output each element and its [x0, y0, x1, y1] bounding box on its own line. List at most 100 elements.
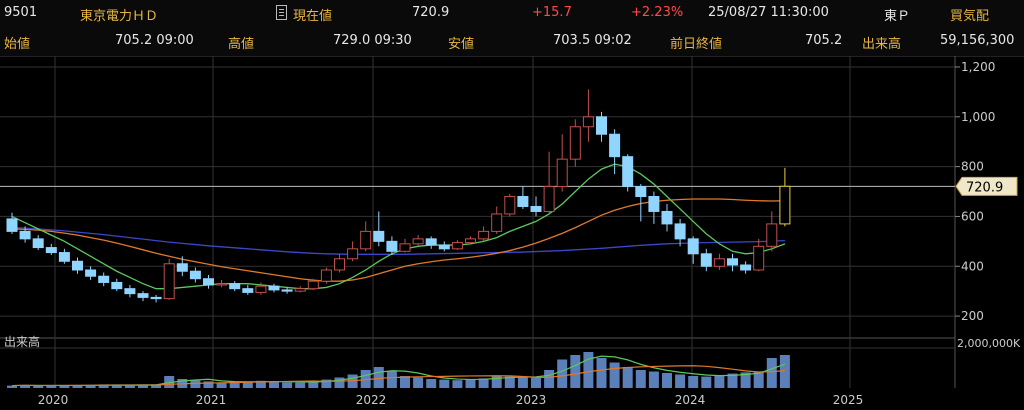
price-chart[interactable]: 200 400 600 800 1,000 1,200 2020 2021 2022 2023 20… [0, 56, 1024, 410]
orderbook-link[interactable]: 買気配 [950, 9, 990, 24]
candle [713, 258, 725, 267]
volume-bar [400, 376, 410, 388]
x-tick-label: 2022 [356, 393, 387, 407]
candle [596, 116, 607, 135]
volume-bar [701, 376, 712, 388]
current-price-tag-label: 720.9 [966, 180, 1003, 195]
current-price-label: 現在値 [293, 9, 333, 24]
volume-bar [583, 352, 594, 388]
volume-bar [59, 385, 70, 388]
candle [425, 238, 437, 246]
prev-close-label: 前日終値 [670, 37, 723, 52]
candle [687, 238, 699, 255]
candle [727, 258, 738, 266]
candle [753, 245, 765, 271]
candle [216, 283, 228, 286]
candle [334, 258, 345, 271]
volume-bar [413, 377, 424, 388]
candle [255, 285, 267, 293]
volume-bar [465, 379, 476, 388]
volume-bar [138, 384, 148, 388]
volume-bar [557, 359, 568, 388]
volume-bar [151, 384, 162, 388]
document-icon[interactable] [276, 5, 287, 20]
volume-label: 出来高 [862, 37, 902, 52]
volume-bar [124, 385, 135, 388]
candle [281, 289, 293, 292]
candle [320, 269, 332, 282]
timestamp: 25/08/27 11:30:00 [708, 5, 829, 20]
volume-bar [229, 382, 240, 388]
candle [294, 288, 306, 292]
volume-bar [478, 378, 489, 388]
current-price: 720.9 [412, 5, 450, 20]
stock-name[interactable]: 東京電力ＨＤ [80, 9, 159, 24]
candle [648, 196, 660, 212]
candle [111, 281, 123, 290]
candle [674, 223, 686, 240]
candle [19, 230, 31, 240]
volume-bar [662, 373, 672, 388]
candle [543, 186, 555, 212]
volume-bar [295, 382, 306, 388]
candle [556, 158, 568, 188]
candle [517, 196, 529, 207]
volume-bar [321, 379, 332, 388]
open-value: 705.2 09:00 [115, 33, 194, 48]
volume-bar [491, 376, 502, 388]
candle [740, 264, 752, 271]
price-change-pct: +2.23% [631, 5, 684, 20]
volume-ma-long [11, 365, 785, 387]
candle [242, 288, 254, 293]
ohlc-row: 始値 705.2 09:00 高値 729.0 09:30 安値 703.5 0… [0, 28, 1024, 57]
volume-bar [609, 362, 620, 388]
low-label: 安値 [448, 37, 475, 52]
candle [766, 223, 778, 247]
high-value: 729.0 09:30 [333, 33, 412, 48]
volume-bar [635, 370, 646, 388]
volume-bar [255, 380, 266, 388]
candle [32, 238, 44, 249]
x-tick-label: 2021 [196, 393, 227, 407]
open-label: 始値 [4, 37, 31, 52]
volume-bar [85, 385, 96, 388]
ma-short-line [11, 163, 786, 290]
x-tick-label: 2025 [833, 393, 864, 407]
candle [622, 156, 634, 188]
volume-bar [282, 382, 293, 388]
candle [609, 133, 621, 158]
candle [635, 186, 647, 198]
volume-bar [269, 382, 279, 388]
volume-bar [452, 380, 463, 388]
ma-long-line [11, 226, 785, 255]
candle [661, 210, 673, 225]
volume-bar [7, 385, 17, 388]
volume-axis-label: 出来高 [4, 334, 40, 349]
candle [582, 116, 594, 128]
volume-bar [308, 381, 319, 388]
quote-header: 9501 東京電力ＨＤ 現在値 720.9 +15.7 +2.23% 25/08… [0, 0, 1024, 28]
volume-bar [766, 358, 777, 388]
candle [176, 263, 188, 272]
candle [307, 280, 319, 290]
volume-bar [714, 375, 725, 388]
volume-bar [439, 379, 450, 388]
candle [491, 213, 503, 232]
candle [72, 260, 83, 271]
current-price-tag: 720.9 [955, 176, 1018, 196]
price-tick-label: 200 [961, 309, 984, 323]
candle [137, 293, 149, 298]
price-change: +15.7 [532, 5, 572, 20]
volume-bar [648, 371, 659, 388]
candle [268, 285, 280, 291]
candle [203, 278, 214, 286]
volume-bar [570, 355, 581, 388]
volume-bar [216, 382, 227, 388]
volume-bar [675, 374, 686, 388]
volume-bar [190, 380, 201, 388]
x-tick-label: 2023 [516, 393, 547, 407]
candle [530, 205, 542, 212]
candle [451, 242, 463, 250]
volume-bar [203, 381, 214, 388]
candle [124, 288, 136, 295]
